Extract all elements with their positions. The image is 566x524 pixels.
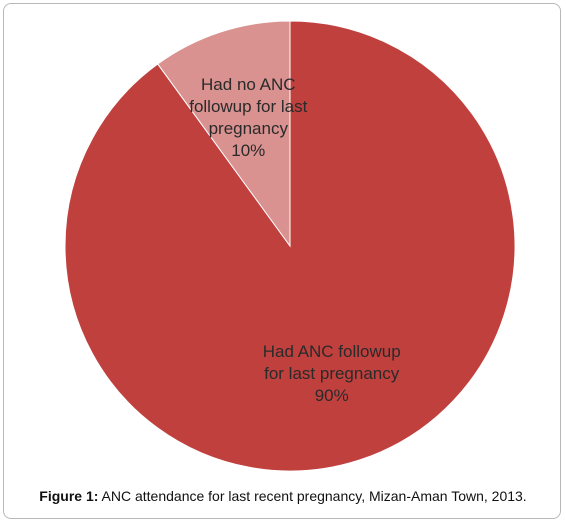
slice-category-label: Had no ANC followup for last pregnancy xyxy=(189,74,308,138)
slice-category-label: Had ANC followup for last pregnancy xyxy=(262,342,401,384)
caption: Figure 1: ANC attendance for last recent… xyxy=(0,488,566,504)
slice-value-label: 90% xyxy=(314,386,349,406)
caption-label: Figure 1: xyxy=(39,488,99,504)
pie-slice xyxy=(157,20,291,248)
slice-value-label: 10% xyxy=(231,140,266,160)
frame xyxy=(3,3,561,519)
caption-text: ANC attendance for last recent pregnancy… xyxy=(101,488,527,504)
chart xyxy=(64,20,516,472)
